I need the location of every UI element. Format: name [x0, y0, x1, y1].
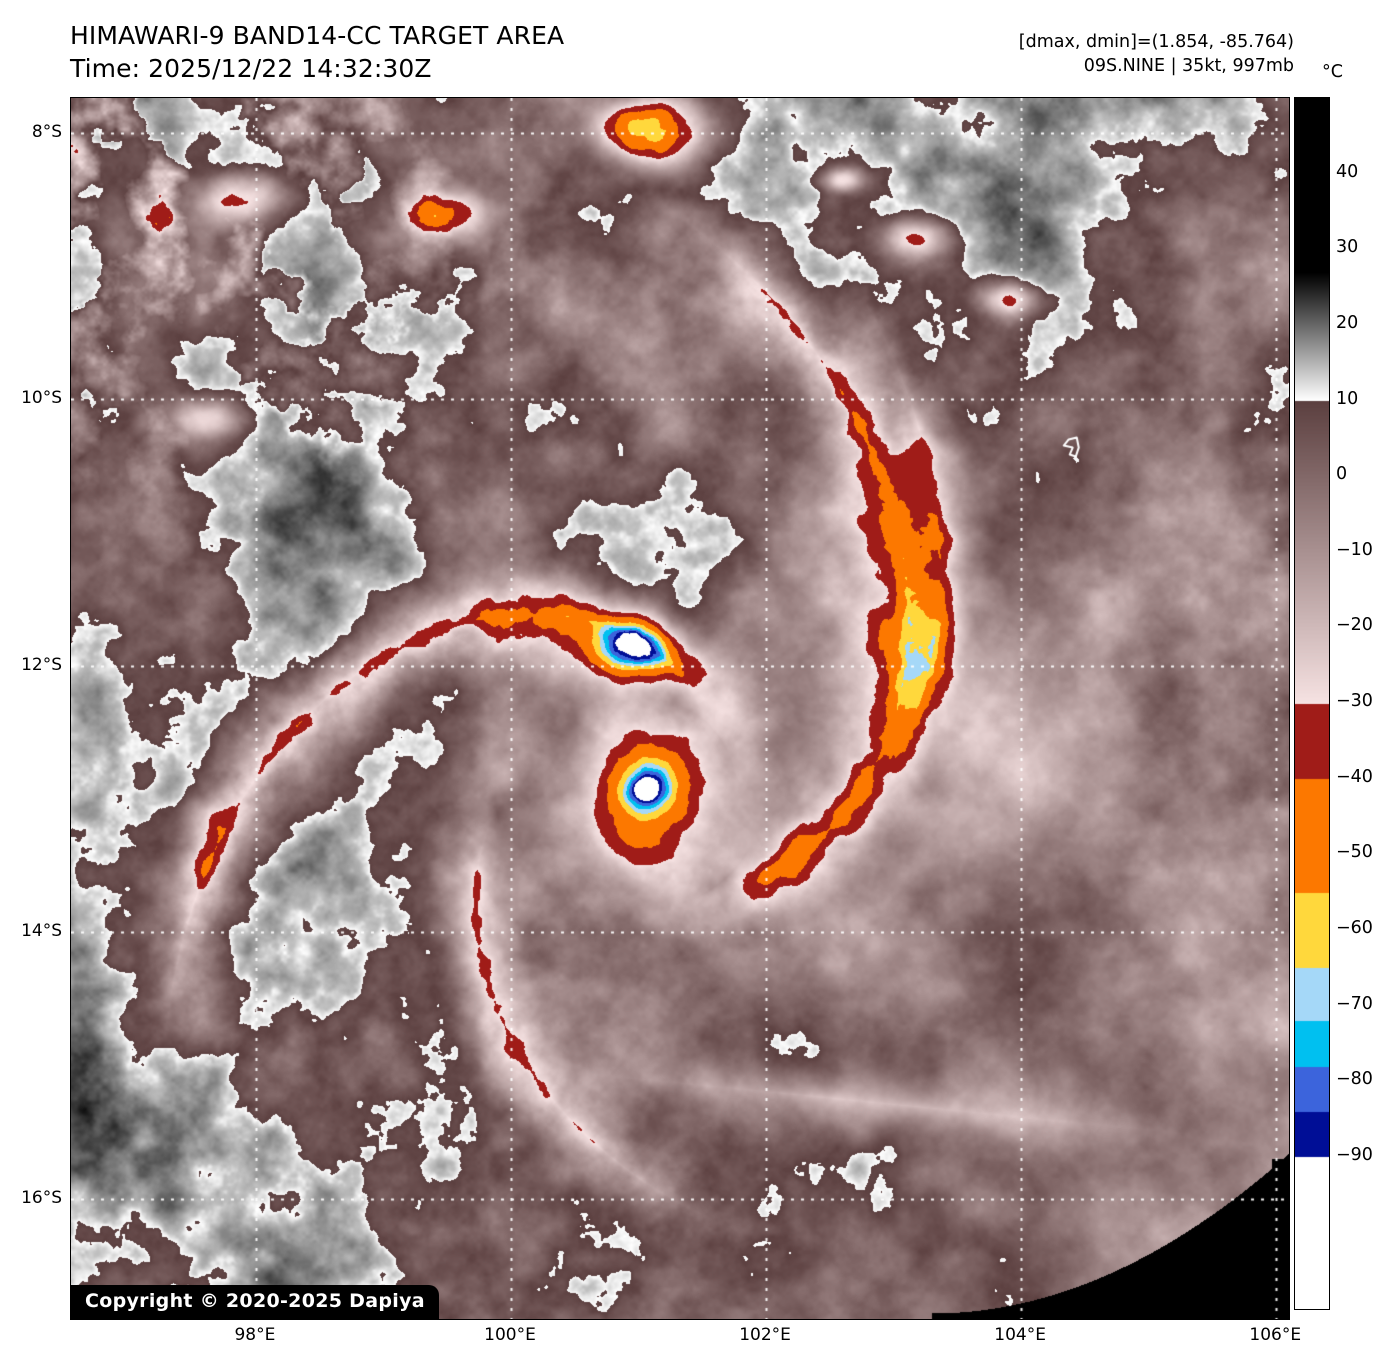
colorbar-tick-label: −70 — [1336, 993, 1373, 1014]
lon-tick-label: 104°E — [994, 1325, 1047, 1345]
colorbar-tick-label: 20 — [1336, 312, 1359, 333]
lon-tick-label: 98°E — [234, 1325, 276, 1345]
infrared-imagery-canvas — [71, 98, 1289, 1319]
storm-info-label: 09S.NINE | 35kt, 997mb — [1083, 56, 1294, 77]
colorbar-tick-label: −80 — [1336, 1069, 1373, 1090]
timestamp-label: Time: 2025/12/22 14:32:30Z — [70, 53, 432, 83]
colorbar-tick-label: 10 — [1336, 388, 1359, 409]
colorbar-tick-label: −40 — [1336, 766, 1373, 787]
colorbar — [1294, 97, 1330, 1310]
page-title: HIMAWARI-9 BAND14-CC TARGET AREA — [70, 21, 565, 50]
colorbar-unit-label: °C — [1322, 62, 1343, 82]
colorbar-tick-label: 40 — [1336, 161, 1359, 182]
colorbar-tick-label: −50 — [1336, 842, 1373, 863]
colorbar-tick-label: −30 — [1336, 691, 1373, 711]
colorbar-tick-label: 30 — [1336, 237, 1359, 258]
lat-tick-label: 16°S — [21, 1188, 62, 1209]
lat-tick-label: 10°S — [21, 388, 62, 409]
data-minmax-label: [dmax, dmin]=(1.854, -85.764) — [1018, 32, 1294, 52]
title-block: HIMAWARI-9 BAND14-CC TARGET AREA Time: 2… — [70, 20, 564, 85]
metadata-block: [dmax, dmin]=(1.854, -85.764) 09S.NINE |… — [1019, 30, 1294, 78]
lon-tick-label: 102°E — [739, 1325, 791, 1345]
colorbar-tick-label: −90 — [1336, 1144, 1373, 1165]
colorbar-tick-label: 0 — [1336, 464, 1348, 485]
lon-tick-label: 100°E — [484, 1325, 536, 1345]
lon-tick-label: 106°E — [1249, 1325, 1302, 1345]
lat-tick-label: 12°S — [21, 654, 62, 675]
colorbar-tick-label: −20 — [1336, 615, 1373, 636]
colorbar-tick-label: −10 — [1336, 539, 1373, 560]
lat-tick-label: 14°S — [21, 921, 62, 942]
colorbar-gradient — [1295, 98, 1329, 1309]
copyright-label: Copyright © 2020-2025 Dapiya — [71, 1285, 439, 1319]
colorbar-tick-label: −60 — [1336, 917, 1373, 938]
satellite-map[interactable]: Copyright © 2020-2025 Dapiya — [70, 97, 1290, 1320]
lat-tick-label: 8°S — [31, 121, 62, 142]
